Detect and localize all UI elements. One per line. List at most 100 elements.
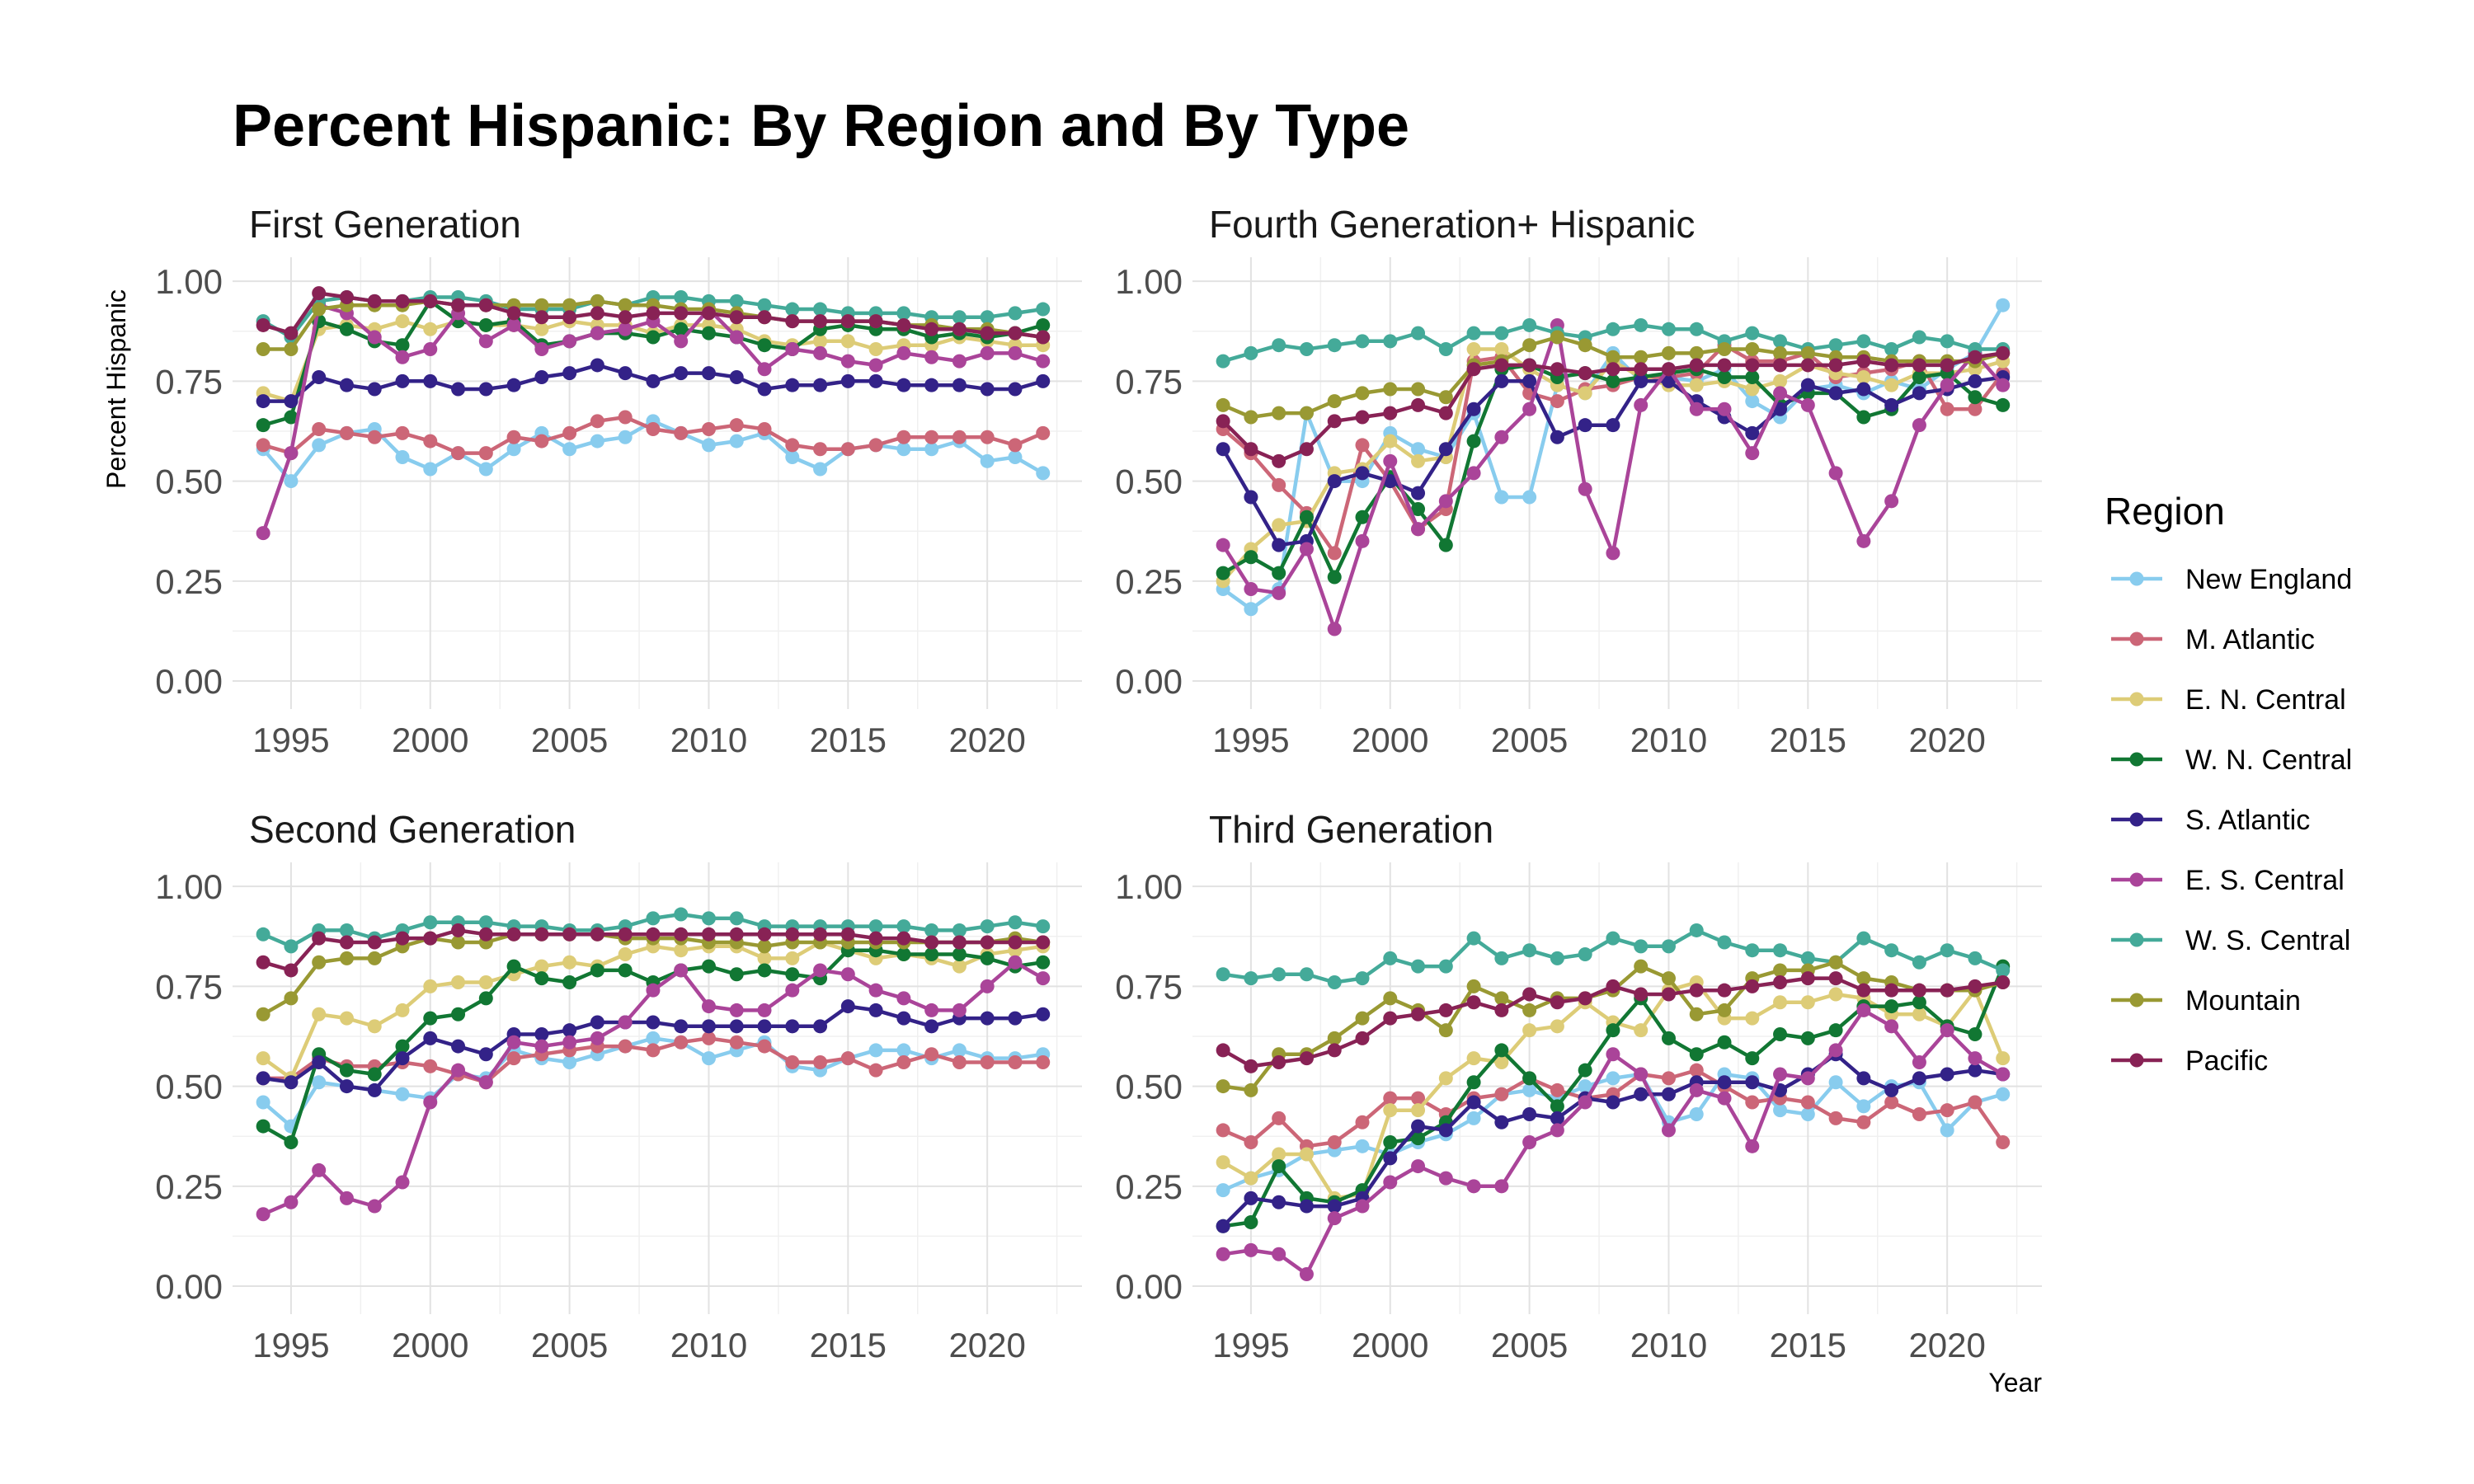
data-point <box>785 983 800 998</box>
data-point <box>701 326 716 340</box>
legend-key-point <box>2129 752 2144 767</box>
data-point <box>618 430 633 444</box>
data-point <box>1996 345 2011 360</box>
x-tick-label: 2020 <box>948 721 1025 759</box>
data-point <box>1968 1095 1982 1110</box>
data-point <box>1494 430 1509 444</box>
data-point <box>562 1035 577 1050</box>
data-point <box>1466 1095 1481 1110</box>
data-point <box>1494 373 1509 388</box>
data-point <box>813 927 828 942</box>
data-point <box>256 1051 270 1066</box>
x-tick-label: 2000 <box>1352 721 1428 759</box>
data-point <box>1884 342 1899 357</box>
data-point <box>1856 1071 1871 1086</box>
data-point <box>1036 919 1051 934</box>
data-point <box>757 1019 772 1034</box>
data-point <box>813 442 828 457</box>
data-point <box>1856 931 1871 946</box>
data-point <box>1968 1063 1982 1078</box>
legend-key-point <box>2129 692 2144 707</box>
data-point <box>952 354 967 369</box>
data-point <box>1383 991 1398 1006</box>
data-point <box>1800 1107 1815 1122</box>
data-point <box>1745 1011 1760 1026</box>
data-point <box>980 345 995 360</box>
data-point <box>924 935 939 950</box>
x-tick-label: 2015 <box>1770 1326 1846 1364</box>
data-point <box>840 927 855 942</box>
data-point <box>1438 442 1453 457</box>
data-point <box>423 1011 438 1026</box>
data-point <box>367 935 382 950</box>
data-point <box>395 338 410 353</box>
data-point <box>1383 1134 1398 1149</box>
data-point <box>868 983 883 998</box>
data-point <box>1272 406 1286 420</box>
chart-title: Percent Hispanic: By Region and By Type <box>233 93 1409 159</box>
data-point <box>1996 298 2011 312</box>
data-point <box>1008 438 1023 453</box>
data-point <box>1912 1071 1926 1086</box>
y-tick-label: 0.75 <box>1115 967 1183 1006</box>
data-point <box>1522 943 1537 958</box>
data-point <box>813 1054 828 1069</box>
data-point <box>1411 486 1426 500</box>
data-point <box>952 1003 967 1017</box>
data-point <box>1606 1047 1620 1062</box>
data-point <box>1216 1123 1230 1138</box>
x-tick-label: 2015 <box>810 721 887 759</box>
data-point <box>1522 358 1537 373</box>
data-point <box>1036 971 1051 986</box>
data-point <box>562 974 577 989</box>
data-point <box>1717 983 1732 998</box>
data-point <box>701 927 716 942</box>
data-point <box>674 907 689 922</box>
data-point <box>534 1039 549 1054</box>
data-point <box>256 342 270 357</box>
data-point <box>868 931 883 946</box>
data-point <box>312 955 327 970</box>
data-point <box>395 1039 410 1054</box>
legend-key-point <box>2129 932 2144 947</box>
data-point <box>868 438 883 453</box>
data-point <box>924 923 939 937</box>
data-point <box>1244 550 1258 565</box>
legend-key-point <box>2129 571 2144 586</box>
data-point <box>534 342 549 357</box>
data-point <box>1689 358 1704 373</box>
data-point <box>1036 302 1051 317</box>
data-point <box>1327 474 1342 489</box>
data-point <box>646 1043 661 1058</box>
data-point <box>701 911 716 926</box>
data-point <box>1996 1087 2011 1101</box>
data-point <box>1828 955 1843 970</box>
data-point <box>1745 1075 1760 1090</box>
data-point <box>1383 1175 1398 1190</box>
data-point <box>1940 334 1954 349</box>
data-point <box>1466 342 1481 357</box>
data-point <box>1717 342 1732 357</box>
data-point <box>1411 1103 1426 1118</box>
data-point <box>868 919 883 934</box>
series-s-atlantic <box>256 999 1051 1097</box>
data-point <box>757 298 772 312</box>
data-point <box>646 911 661 926</box>
data-point <box>674 425 689 440</box>
data-point <box>1773 974 1788 989</box>
data-point <box>646 927 661 942</box>
data-point <box>339 425 354 440</box>
data-point <box>1327 394 1342 409</box>
data-point <box>1634 959 1649 974</box>
data-point <box>1438 1023 1453 1038</box>
data-point <box>1634 362 1649 377</box>
y-tick-label: 0.00 <box>1115 662 1183 701</box>
data-point <box>1272 453 1286 468</box>
data-point <box>785 1019 800 1034</box>
data-point <box>562 298 577 312</box>
data-point <box>1996 1134 2011 1149</box>
data-point <box>395 1175 410 1190</box>
data-point <box>896 378 911 392</box>
data-point <box>896 991 911 1006</box>
